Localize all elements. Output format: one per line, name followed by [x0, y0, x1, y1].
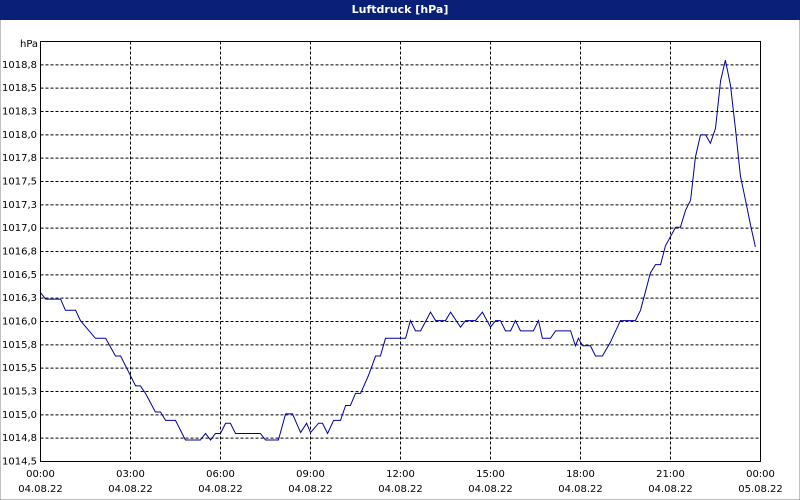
chart-title: Luftdruck [hPa]	[352, 3, 449, 16]
x-tick-date: 04.08.22	[288, 484, 333, 495]
x-tick-date: 04.08.22	[468, 484, 513, 495]
title-bar	[0, 0, 800, 20]
y-tick-label: 1018,0	[2, 130, 37, 141]
y-tick-label: 1015,8	[2, 340, 37, 351]
y-tick-label: 1016,3	[2, 293, 37, 304]
x-tick-label: 03:00	[116, 469, 145, 480]
y-tick-label: 1018,5	[2, 83, 37, 94]
y-tick-label: 1017,3	[2, 200, 37, 211]
y-tick-label: 1014,8	[2, 433, 37, 444]
x-tick-label: 21:00	[656, 469, 685, 480]
y-tick-label: 1017,5	[2, 177, 37, 188]
y-tick-label: 1018,8	[2, 60, 37, 71]
x-tick-label: 09:00	[296, 469, 325, 480]
y-tick-label: 1015,0	[2, 410, 37, 421]
y-tick-label: 1014,5	[2, 457, 37, 468]
y-tick-label: 1015,3	[2, 387, 37, 398]
x-tick-label: 00:00	[746, 469, 775, 480]
x-tick-label: 00:00	[26, 469, 55, 480]
x-tick-date: 04.08.22	[378, 484, 423, 495]
y-tick-label: 1016,0	[2, 317, 37, 328]
y-tick-label: 1015,5	[2, 363, 37, 374]
x-tick-label: 18:00	[566, 469, 595, 480]
x-tick-date: 04.08.22	[108, 484, 153, 495]
plot-frame	[40, 41, 761, 462]
y-tick-label: 1018,3	[2, 107, 37, 118]
y-tick-label: 1016,8	[2, 247, 37, 258]
x-tick-label: 06:00	[206, 469, 235, 480]
x-tick-date: 04.08.22	[198, 484, 243, 495]
x-tick-date: 04.08.22	[18, 484, 63, 495]
data-line	[40, 60, 756, 441]
x-tick-date: 05.08.22	[738, 484, 783, 495]
x-tick-date: 04.08.22	[558, 484, 603, 495]
y-tick-label: 1017,8	[2, 153, 37, 164]
grid	[40, 41, 761, 462]
x-tick-date: 04.08.22	[648, 484, 693, 495]
y-tick-label: 1016,5	[2, 270, 37, 281]
x-tick-label: 15:00	[476, 469, 505, 480]
y-axis-label: hPa	[20, 39, 38, 50]
x-tick-label: 12:00	[386, 469, 415, 480]
y-tick-label: 1017,0	[2, 223, 37, 234]
